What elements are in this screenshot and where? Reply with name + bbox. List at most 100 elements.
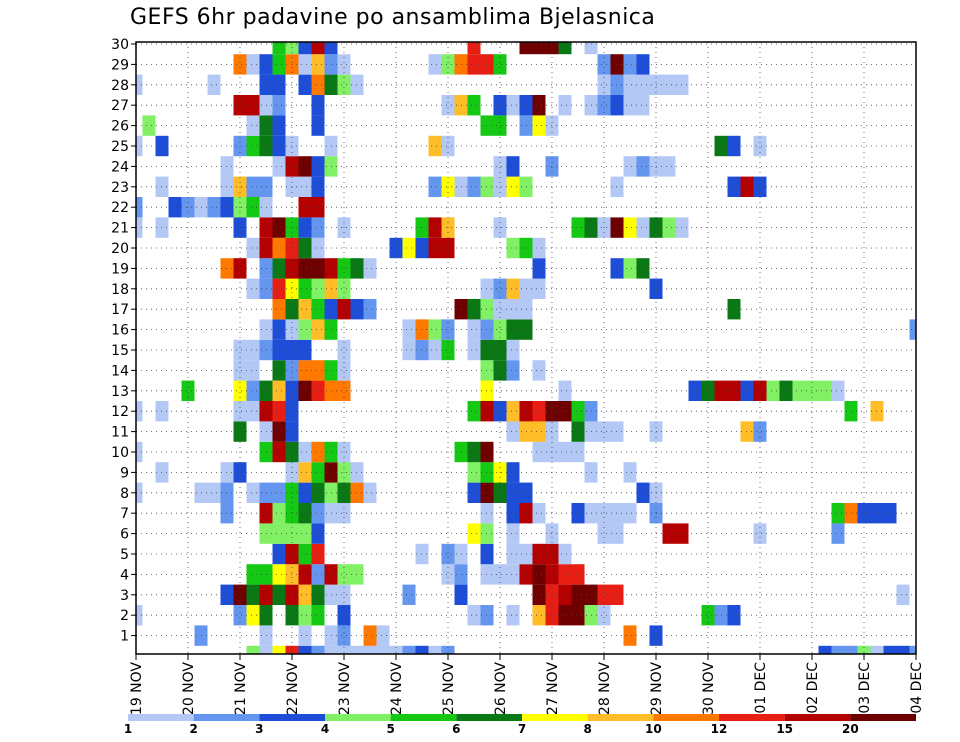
x-tick-label: 22 NOV	[285, 662, 301, 716]
heatmap-cell	[623, 503, 637, 524]
heatmap-cell	[298, 42, 312, 55]
heatmap-cell	[246, 176, 260, 197]
heatmap-cell	[532, 584, 546, 605]
heatmap-cell	[272, 115, 286, 136]
heatmap-cell	[623, 462, 637, 483]
heatmap-cell	[467, 339, 481, 361]
heatmap-cell	[311, 299, 325, 320]
heatmap-cell	[246, 95, 260, 116]
heatmap-cell	[246, 584, 260, 605]
heatmap-cell	[376, 625, 390, 646]
heatmap-cell	[337, 605, 351, 626]
heatmap-cell	[467, 299, 481, 320]
heatmap-cell	[506, 564, 520, 585]
heatmap-cell	[272, 319, 286, 340]
heatmap-cell	[298, 197, 312, 218]
heatmap-cell	[441, 645, 455, 654]
heatmap-cell	[298, 645, 312, 654]
heatmap-cell	[337, 645, 351, 654]
heatmap-cell	[857, 503, 871, 524]
heatmap-cell	[233, 401, 247, 422]
heatmap-cell	[428, 339, 442, 361]
y-tick-label: 29	[111, 57, 129, 73]
heatmap-cell	[597, 523, 611, 544]
heatmap-cell	[272, 401, 286, 422]
y-tick-label: 2	[120, 608, 129, 624]
heatmap-cell	[571, 564, 585, 585]
heatmap-cell	[493, 156, 507, 177]
heatmap-cell	[298, 605, 312, 626]
x-tick-label: 29 NOV	[649, 662, 665, 716]
heatmap-cell	[246, 237, 260, 259]
heatmap-cell	[272, 584, 286, 605]
heatmap-cell	[207, 74, 221, 95]
heatmap-cell	[337, 503, 351, 524]
heatmap-cell	[272, 523, 286, 544]
colorbar-swatch	[653, 714, 719, 721]
heatmap-cell	[493, 95, 507, 116]
heatmap-cell	[337, 339, 351, 361]
x-tick-label: 27 NOV	[545, 662, 561, 716]
x-tick-label: 25 NOV	[441, 662, 457, 716]
heatmap-cell	[272, 482, 286, 503]
heatmap-cell	[558, 584, 572, 605]
heatmap-cell	[402, 319, 416, 340]
heatmap-cell	[298, 462, 312, 483]
heatmap-cell	[506, 401, 520, 422]
x-tick-label: 26 NOV	[493, 662, 509, 716]
heatmap-cell	[467, 441, 481, 463]
heatmap-cell	[558, 401, 572, 422]
heatmap-cell	[298, 543, 312, 565]
y-tick-label: 24	[111, 159, 129, 175]
heatmap-cell	[532, 564, 546, 585]
heatmap-cell	[311, 543, 325, 565]
heatmap-cell	[337, 625, 351, 646]
heatmap-cell	[272, 237, 286, 259]
heatmap-cell	[493, 319, 507, 340]
x-tick-label: 23 NOV	[337, 662, 353, 716]
heatmap-cell	[298, 237, 312, 259]
y-tick-label: 7	[120, 506, 129, 522]
heatmap-cell	[324, 42, 338, 55]
heatmap-cell	[233, 380, 247, 401]
heatmap-cell	[233, 605, 247, 626]
heatmap-cell	[337, 278, 351, 299]
heatmap-cell	[571, 401, 585, 422]
heatmap-cell	[337, 360, 351, 381]
heatmap-cell	[311, 564, 325, 585]
heatmap-cell	[363, 258, 377, 279]
heatmap-cell	[402, 339, 416, 361]
heatmap-cell	[246, 482, 260, 503]
heatmap-cell	[311, 54, 325, 75]
y-tick-label: 19	[111, 261, 129, 277]
heatmap-cell	[831, 645, 845, 654]
heatmap-cell	[636, 258, 650, 279]
heatmap-cell	[467, 482, 481, 503]
heatmap-cell	[285, 42, 299, 55]
heatmap-cell	[207, 482, 221, 503]
heatmap-cell	[701, 380, 715, 401]
heatmap-cell	[246, 645, 260, 654]
heatmap-cell	[272, 95, 286, 116]
heatmap-cell	[532, 42, 546, 55]
heatmap-cell	[233, 421, 247, 442]
heatmap-cell	[831, 380, 845, 401]
heatmap-cell	[727, 380, 741, 401]
colorbar-swatch	[325, 714, 391, 721]
heatmap-cell	[324, 645, 338, 654]
heatmap-cell	[337, 258, 351, 279]
heatmap-cell	[441, 176, 455, 197]
y-tick-label: 11	[111, 425, 129, 441]
heatmap-cell	[298, 156, 312, 177]
heatmap-cell	[441, 564, 455, 585]
heatmap-cell	[467, 54, 481, 75]
heatmap-cell	[311, 584, 325, 605]
colorbar-swatch	[522, 714, 588, 721]
heatmap-cell	[272, 503, 286, 524]
heatmap-cell	[558, 441, 572, 463]
heatmap-cell	[298, 584, 312, 605]
colorbar-swatch	[719, 714, 785, 721]
heatmap-cell	[753, 421, 767, 442]
heatmap-cell	[311, 523, 325, 544]
